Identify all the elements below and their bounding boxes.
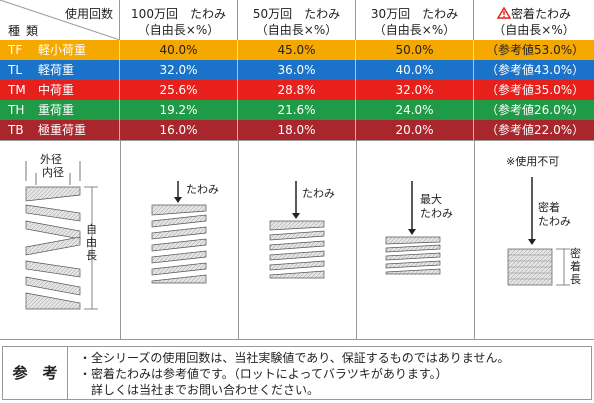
spring-drawings: 外径 内径 自由長 たわみ <box>25 153 581 310</box>
spring-50man: たわみ <box>269 181 335 279</box>
header-30man-title: 30万回 たわみ <box>370 7 459 21</box>
cell-100man: 40.0% <box>120 40 238 60</box>
header-100man-unit: （自由長×%） <box>137 23 220 37</box>
cell-solid: （参考値 22.0%） <box>474 120 594 140</box>
header-solid-title: 密着たわみ <box>474 5 594 22</box>
header-100man: 100万回 たわみ （自由長×%） <box>120 0 238 40</box>
cell-50man: 36.0% <box>238 60 356 80</box>
free-spring: 外径 内径 自由長 <box>25 153 98 310</box>
note-label: 参 考 <box>3 347 68 399</box>
table-row-tl: TL 軽荷重 32.0% 36.0% 40.0% （参考値 43.0%） <box>0 60 594 80</box>
cell-100man: 25.6% <box>120 80 238 100</box>
row-name: 中荷重 <box>38 83 75 97</box>
note-line-2: ・密着たわみは参考値です。（ロットによってバラツキがあります。） <box>79 367 448 381</box>
cell-30man: 50.0% <box>356 40 474 60</box>
spring-100man: たわみ <box>151 181 219 284</box>
header-100man-title: 100万回 たわみ <box>131 7 226 21</box>
inner-diameter-label: 内径 <box>42 165 64 179</box>
deflection-label-50man: たわみ <box>302 187 335 200</box>
table-row-th: TH 重荷重 19.2% 21.6% 24.0% （参考値 26.0%） <box>0 100 594 120</box>
row-code: TB <box>8 123 24 137</box>
ref-label: （参考値 <box>486 43 535 57</box>
cell-30man: 20.0% <box>356 120 474 140</box>
note-box: 参 考 ・全シリーズの使用回数は、当社実験値であり、保証するものではありません。… <box>2 346 592 400</box>
spring-figure: 外径 内径 自由長 たわみ <box>0 140 594 340</box>
cell-solid: （参考値 26.0%） <box>474 100 594 120</box>
row-name: 重荷重 <box>38 103 75 117</box>
note-line-3: 詳しくは当社までお問い合わせください。 <box>79 383 320 397</box>
cell-50man: 28.8% <box>238 80 356 100</box>
deflection-label-100man: たわみ <box>186 183 219 196</box>
ref-value: 43.0%） <box>534 63 585 77</box>
cell-30man: 40.0% <box>356 60 474 80</box>
header-30man: 30万回 たわみ （自由長×%） <box>356 0 474 40</box>
header-50man: 50万回 たわみ （自由長×%） <box>238 0 356 40</box>
solid-deflection-label-2: たわみ <box>538 215 571 228</box>
use-count-label: 使用回数 <box>64 7 113 21</box>
spring-solid: ※使用不可 密着 たわみ 密着長 <box>506 155 581 286</box>
ref-value: 26.0%） <box>534 103 585 117</box>
header-diagonal <box>0 0 120 40</box>
row-code: TF <box>8 43 23 57</box>
cell-solid: （参考値 53.0%） <box>474 40 594 60</box>
not-usable-label: ※使用不可 <box>506 155 559 168</box>
row-name: 軽荷重 <box>38 63 75 77</box>
kind-label: 種類 <box>8 24 45 38</box>
table-row-tm: TM 中荷重 25.6% 28.8% 32.0% （参考値 35.0%） <box>0 80 594 100</box>
solid-deflection-label-1: 密着 <box>538 200 560 214</box>
free-length-label-1: 自由長 <box>86 223 97 262</box>
ref-value: 35.0%） <box>534 83 585 97</box>
row-code: TM <box>8 83 26 97</box>
cell-30man: 32.0% <box>356 80 474 100</box>
cell-100man: 19.2% <box>120 100 238 120</box>
spring-30man: 最大 たわみ <box>385 181 453 275</box>
row-code: TH <box>8 103 25 117</box>
cell-100man: 16.0% <box>120 120 238 140</box>
cell-50man: 18.0% <box>238 120 356 140</box>
header-30man-unit: （自由長×%） <box>373 23 456 37</box>
max-deflection-label-2: たわみ <box>420 207 453 220</box>
header-kind-cell: 使用回数 種類 <box>0 0 120 40</box>
max-deflection-label-1: 最大 <box>420 192 442 206</box>
header-50man-unit: （自由長×%） <box>255 23 338 37</box>
ref-label: （参考値 <box>486 103 535 117</box>
cell-50man: 45.0% <box>238 40 356 60</box>
cell-30man: 24.0% <box>356 100 474 120</box>
table-row-tb: TB 極重荷重 16.0% 18.0% 20.0% （参考値 22.0%） <box>0 120 594 140</box>
cell-100man: 32.0% <box>120 60 238 80</box>
note-lines: ・全シリーズの使用回数は、当社実験値であり、保証するものではありません。 ・密着… <box>79 350 509 398</box>
outer-diameter-label: 外径 <box>40 153 62 166</box>
header-solid-text: 密着たわみ <box>510 7 571 21</box>
header-50man-title: 50万回 たわみ <box>252 7 341 21</box>
cell-50man: 21.6% <box>238 100 356 120</box>
header-solid: 密着たわみ （自由長×%） <box>474 0 594 40</box>
row-code: TL <box>8 63 23 77</box>
warning-triangle-icon <box>496 6 512 19</box>
ref-label: （参考値 <box>486 83 535 97</box>
ref-label: （参考値 <box>486 63 535 77</box>
table-row-tf: TF 軽小荷重 40.0% 45.0% 50.0% （参考値 53.0%） <box>0 40 594 60</box>
ref-label: （参考値 <box>486 123 535 137</box>
header-solid-unit: （自由長×%） <box>493 23 575 37</box>
ref-value: 53.0%） <box>534 43 585 57</box>
row-name: 極重荷重 <box>38 123 87 137</box>
cell-solid: （参考値 35.0%） <box>474 80 594 100</box>
row-name: 軽小荷重 <box>38 43 87 57</box>
solid-length-label: 密着長 <box>570 246 581 286</box>
cell-solid: （参考値 43.0%） <box>474 60 594 80</box>
note-line-1: ・全シリーズの使用回数は、当社実験値であり、保証するものではありません。 <box>79 351 510 365</box>
ref-value: 22.0%） <box>534 123 585 137</box>
